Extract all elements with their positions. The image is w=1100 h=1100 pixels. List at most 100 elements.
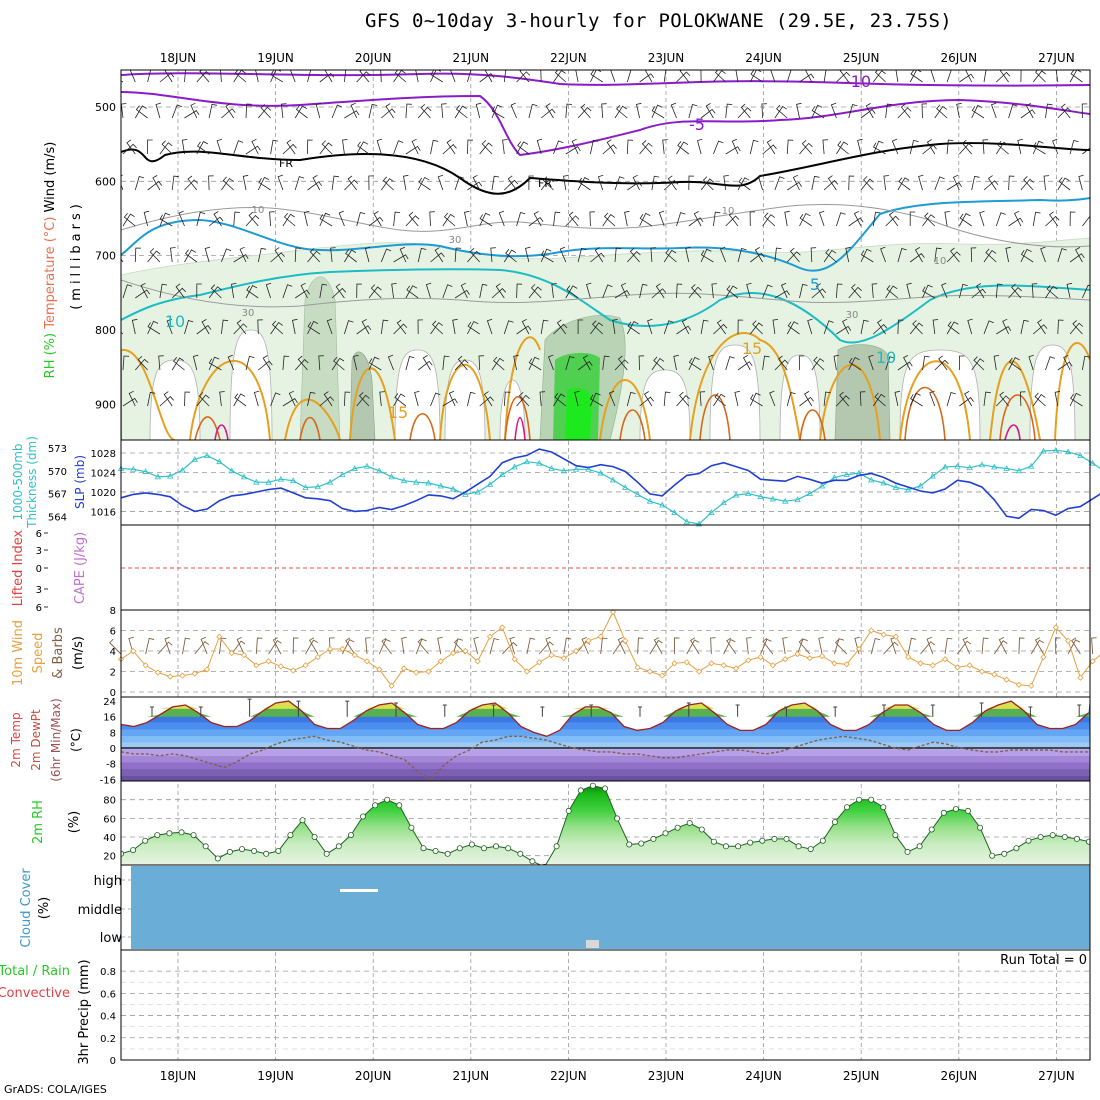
upper-wind-barb [147,70,152,83]
upper-wind-barb [270,321,283,335]
contour-label: 10 [252,205,265,216]
upper-wind-barb [381,108,396,119]
rh-contour-30 [121,279,1090,308]
upper-wind-barb [932,319,939,335]
thickness-tick-label: 564 [48,512,67,523]
upper-wind-barb [356,283,362,299]
upper-wind-barb [594,247,604,263]
rh-point [505,845,512,852]
upper-wind-barb [786,392,796,407]
date-label-bottom: 25JUN [843,1069,880,1083]
wind-speed-point [696,668,703,675]
rh-shade-60 [299,276,341,440]
upper-wind-barb [233,393,246,407]
temp-layers [121,697,1090,781]
rh-axis-label: 2m RH [31,800,46,844]
upper-wind-barb [414,390,420,407]
wind-speed-point [130,647,137,655]
precip-tick-label: 0.8 [100,967,116,978]
upper-wind-barb [926,139,936,155]
wind-barb [1071,637,1081,655]
upper-wind-barb [166,318,173,335]
upper-wind-barb [128,390,136,407]
upper-wind-barb [391,283,397,299]
upper-wind-barb [403,174,409,191]
thickness-point [425,479,432,486]
wind-speed-point [1015,681,1022,688]
upper-wind-barb [976,283,985,299]
upper-wind-barb [786,251,801,263]
wind-speed-point [942,656,949,663]
upper-wind-barb [342,139,348,155]
upper-wind-barb [222,176,234,191]
upper-wind-barb [934,359,949,371]
upper-wind-barb [872,142,886,155]
upper-wind-barb [647,318,653,335]
upper-wind-barb [651,106,665,119]
upper-wind-barb [516,325,532,335]
upper-wind-barb [914,247,923,263]
rh-point [444,850,451,857]
rh-point [517,850,524,857]
rh-axis-label: RH (%) [43,329,58,379]
upper-wind-barb [786,139,794,155]
upper-wind-barb [871,283,878,299]
upper-wind-barb [853,210,862,227]
contour-plus25 [214,416,1021,440]
upper-wind-barb [667,175,677,191]
upper-wind-barb [597,174,604,191]
thickness-point [1077,452,1084,458]
wind-barb [674,637,680,654]
wind-barb [401,637,407,655]
upper-wind-barb [126,139,136,155]
upper-wind-barb [909,322,924,335]
wind-speed-point [486,633,494,640]
thickness-point [757,493,764,500]
lifted-index-axis-label: Lifted Index [11,529,26,606]
upper-wind-barb [270,139,278,155]
upper-wind-barb [245,355,255,371]
upper-wind-barb [930,70,936,83]
rh-point [263,850,270,857]
upper-wind-barb [519,70,530,83]
upper-wind-barb [147,139,153,154]
wind-barb [526,637,536,655]
upper-wind-barb [823,391,831,407]
upper-wind-barb [213,211,222,227]
upper-wind-barb [361,319,370,335]
temp-max-whisker [491,704,496,717]
upper-wind-barb [860,70,862,82]
chart-title: GFS 0~10day 3-hourly for POLOKWANE (29.5… [365,10,952,32]
upper-wind-barb [563,175,569,191]
thickness-point [523,458,531,465]
upper-wind-barb [368,358,382,371]
upper-wind-barb [159,142,173,155]
rh-shade-60 [349,351,376,440]
upper-wind-barb [762,284,773,299]
upper-wind-barb [294,176,305,191]
wind-speed-point [683,659,690,666]
wind-barb [834,638,848,655]
upper-wind-barb [326,318,333,335]
upper-wind-barb [510,102,517,119]
wind-barb [797,638,808,655]
upper-wind-barb [888,211,899,227]
contour-label: FR [538,177,552,190]
rh-point [589,782,596,789]
thickness-point [609,476,617,483]
upper-wind-barb [464,210,470,227]
upper-wind-barb [848,357,862,371]
wind-speed-point [290,667,297,674]
rh-point [335,843,342,850]
rh-point [626,841,633,848]
upper-wind-barb [134,176,145,191]
rh-point [965,807,972,814]
upper-wind-barb [780,282,788,299]
wind-speed-point [314,654,321,661]
date-label-bottom: 20JUN [355,1069,392,1083]
upper-wind-barb [429,211,435,227]
upper-wind-barb [910,70,923,83]
upper-wind-barb [344,179,359,191]
rh-point [468,841,475,848]
rh-point [952,806,959,813]
